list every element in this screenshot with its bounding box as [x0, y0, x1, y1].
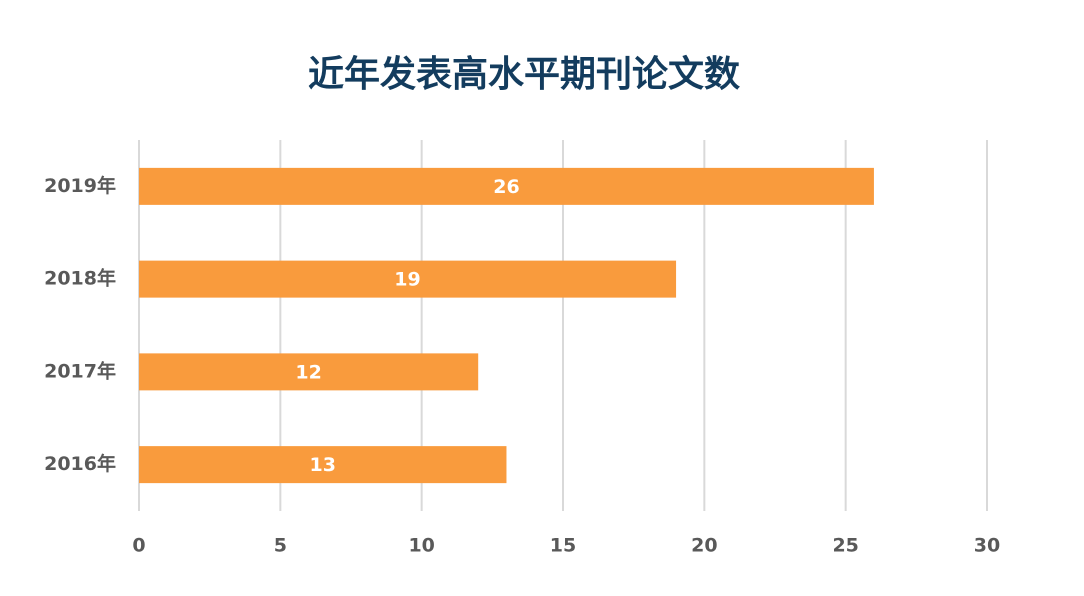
x-tick-label: 0 — [132, 535, 145, 557]
bar — [139, 353, 479, 391]
y-tick-label: 2019年 — [44, 174, 116, 197]
data-label: 19 — [394, 269, 420, 291]
data-label: 13 — [310, 454, 336, 476]
bar — [139, 167, 874, 205]
data-label: 26 — [493, 176, 519, 198]
chart-title: 近年发表高水平期刊论文数 — [308, 54, 740, 95]
x-tick-label: 20 — [691, 535, 717, 557]
x-tick-label: 30 — [974, 535, 1000, 557]
y-tick-label: 2018年 — [44, 267, 116, 290]
y-tick-label: 2016年 — [44, 452, 116, 475]
x-tick-label: 15 — [550, 535, 576, 557]
x-tick-label: 25 — [832, 535, 858, 557]
x-tick-label: 10 — [408, 535, 434, 557]
y-tick-label: 2017年 — [44, 359, 116, 382]
data-label: 12 — [295, 361, 321, 383]
x-tick-label: 5 — [274, 535, 287, 557]
bar — [139, 446, 507, 484]
bar — [139, 260, 677, 298]
